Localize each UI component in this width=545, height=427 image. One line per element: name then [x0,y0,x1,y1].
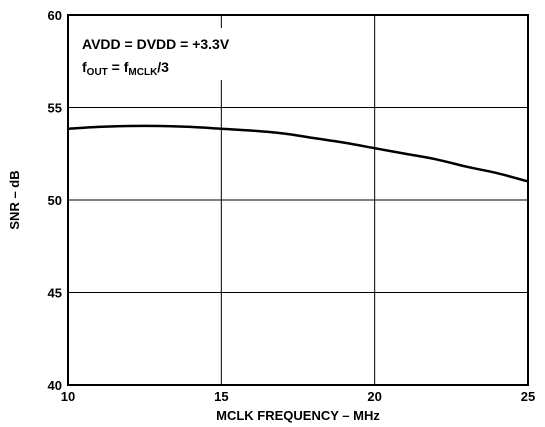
y-tick-50: 50 [48,193,62,208]
y-tick-55: 55 [48,101,62,116]
y-axis-label: SNR – dB [7,170,22,229]
y-tick-60: 60 [48,8,62,23]
x-tick-15: 15 [214,389,228,404]
series-line-0 [67,124,529,183]
annotation-fout: fOUT = fMCLK/3 [82,59,169,78]
series-group [67,124,529,183]
x-axis-label: MCLK FREQUENCY – MHz [216,408,380,423]
annotation-supply: AVDD = DVDD = +3.3V [82,36,230,52]
y-tick-labels: 40 45 50 55 60 [48,8,62,393]
x-tick-20: 20 [367,389,381,404]
plot-frame [67,14,529,386]
plot-border [67,14,529,386]
x-tick-labels: 10 15 20 25 [61,389,535,404]
x-tick-10: 10 [61,389,75,404]
x-tick-25: 25 [521,389,535,404]
annotation-background [76,28,256,80]
y-tick-40: 40 [48,378,62,393]
y-tick-45: 45 [48,286,62,301]
